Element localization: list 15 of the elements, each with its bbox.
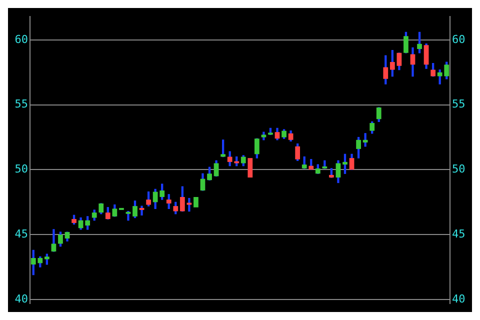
candlestick: [248, 158, 253, 178]
candlestick: [362, 133, 368, 147]
y-tick-label: 50: [14, 162, 28, 176]
y2-tick-label: 45: [452, 227, 466, 240]
y-tick-label: 55: [14, 98, 28, 111]
y-tick-label: 60: [14, 32, 28, 46]
y2-tick-label: 55: [452, 98, 466, 111]
y-tick-label: 40: [14, 292, 28, 306]
y2-tick-label: 60: [452, 32, 466, 46]
candlestick: [186, 198, 192, 212]
candlestick: [139, 206, 144, 216]
y2-tick-label: 40: [452, 292, 466, 306]
y-tick-label: 45: [14, 227, 28, 240]
y2-tick-label: 50: [452, 162, 466, 176]
candlestick: [194, 196, 198, 208]
